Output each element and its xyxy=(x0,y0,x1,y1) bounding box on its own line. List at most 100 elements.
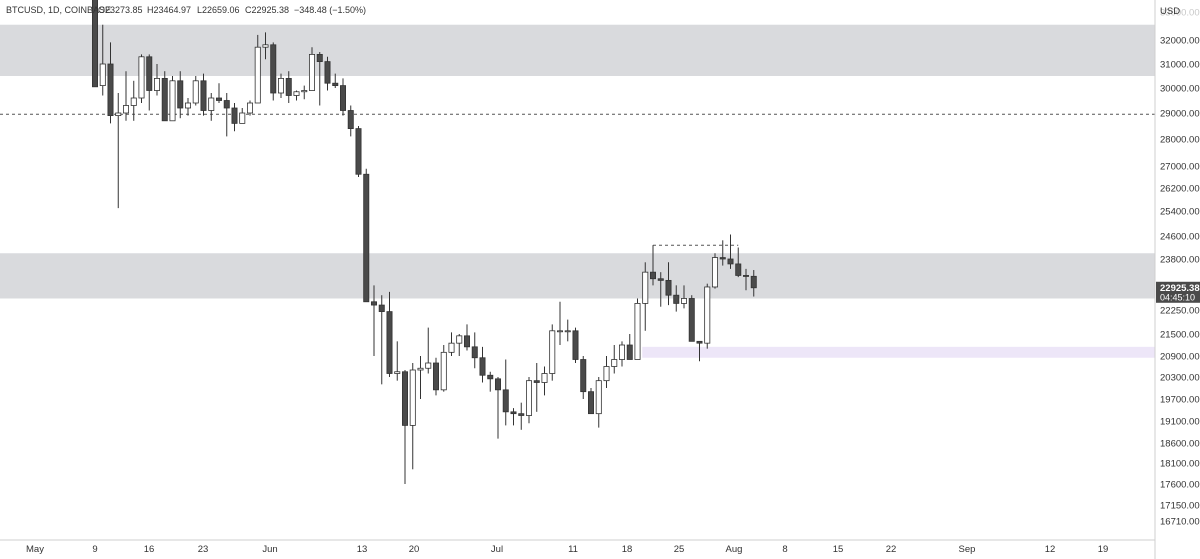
time-tick-label: 25 xyxy=(674,544,685,555)
candle xyxy=(138,54,145,103)
bar-countdown: 04:45:10 xyxy=(1160,292,1195,302)
candle-body xyxy=(401,371,408,426)
ohlc-close: C22925.38 xyxy=(245,5,289,15)
candle xyxy=(370,285,377,356)
candle xyxy=(355,126,362,177)
candle-body xyxy=(463,335,470,348)
candle xyxy=(510,408,517,426)
candle-body xyxy=(580,359,587,393)
candle xyxy=(580,356,587,399)
candle xyxy=(712,253,719,289)
ohlc-low: L22659.06 xyxy=(197,5,240,15)
candle-body xyxy=(277,78,284,94)
time-tick-label: 8 xyxy=(782,544,787,555)
time-tick-label: 11 xyxy=(568,544,578,555)
candle-body xyxy=(750,275,757,289)
time-axis[interactable]: May 9 16 23 Jun 13 20 Jul 11 18 25 Aug 8 15 22 Sep 12 19 xyxy=(26,544,1108,555)
candle xyxy=(254,34,261,104)
candle xyxy=(394,341,401,381)
price-tick-label-faint: 33000.00 xyxy=(1160,8,1200,19)
candle xyxy=(123,71,130,121)
candle-body xyxy=(688,298,695,342)
candle xyxy=(115,93,122,209)
candle-body xyxy=(696,340,703,344)
candle xyxy=(518,402,525,430)
candle xyxy=(246,100,253,116)
price-tick-label: 20300.00 xyxy=(1160,373,1200,384)
price-tick-label: 19100.00 xyxy=(1160,417,1200,428)
candle xyxy=(603,356,610,388)
candle-body xyxy=(735,263,742,276)
time-tick-label: 18 xyxy=(622,544,633,555)
candle-body xyxy=(611,359,618,367)
symbol-header: BTCUSD, 1D, COINBASE xyxy=(6,5,111,15)
candle-body xyxy=(254,46,261,104)
candle-body xyxy=(657,278,664,281)
candle xyxy=(386,291,393,377)
candle-body xyxy=(432,362,439,391)
candle-body xyxy=(208,97,215,111)
candle xyxy=(642,262,649,331)
candle-body xyxy=(138,56,145,99)
candle-body xyxy=(161,78,168,122)
symbol-legend[interactable]: BTCUSD, 1D, COINBASE O23273.85 H23464.97… xyxy=(6,5,366,15)
candle-body xyxy=(363,173,370,303)
ohlc-change: −348.48 (−1.50%) xyxy=(294,5,366,15)
candle xyxy=(588,388,595,415)
candle xyxy=(107,42,114,124)
candle xyxy=(743,268,750,291)
candle xyxy=(494,377,501,439)
candle-body xyxy=(223,100,230,109)
candle-body xyxy=(681,298,688,304)
candle-body xyxy=(448,342,455,353)
candle-body xyxy=(533,380,540,383)
candle-body xyxy=(169,80,176,122)
time-tick-label: May xyxy=(26,544,44,555)
candle xyxy=(456,334,463,356)
candle-body xyxy=(650,271,657,280)
price-tick-label: 17600.00 xyxy=(1160,480,1200,491)
candle-body xyxy=(564,330,571,333)
candle-body xyxy=(479,357,486,376)
candle xyxy=(270,42,277,101)
time-tick-label: 12 xyxy=(1045,544,1056,555)
time-tick-label: 9 xyxy=(92,544,97,555)
price-tick-label: 24600.00 xyxy=(1160,232,1200,243)
price-tick-label: 19700.00 xyxy=(1160,395,1200,406)
candle-body xyxy=(378,304,385,312)
candle-body xyxy=(712,257,719,288)
candle xyxy=(502,359,509,426)
candle-body xyxy=(394,371,401,374)
candle-body xyxy=(572,330,579,360)
candle xyxy=(208,93,215,121)
price-tick-label: 18600.00 xyxy=(1160,439,1200,450)
candle xyxy=(696,340,703,362)
candle-body xyxy=(425,362,432,369)
candle xyxy=(223,93,230,137)
candle-body xyxy=(510,411,517,415)
candle-body xyxy=(316,54,323,63)
candle xyxy=(293,90,300,101)
candle-body xyxy=(184,102,191,109)
candle xyxy=(463,324,470,351)
candle-body xyxy=(246,102,253,114)
candle-body xyxy=(526,380,533,416)
price-tick-label: 18100.00 xyxy=(1160,459,1200,470)
candle xyxy=(153,64,160,96)
price-tick-label: 27000.00 xyxy=(1160,162,1200,173)
candle-body xyxy=(665,279,672,296)
candle xyxy=(215,83,222,103)
candle-body xyxy=(215,97,222,101)
last-price-value: 22925.38 xyxy=(1160,283,1200,294)
candle xyxy=(200,73,207,116)
candle-body xyxy=(719,257,726,260)
candle xyxy=(471,332,478,369)
price-axis[interactable]: 32000.00 31000.00 30000.00 29000.00 28000.00… xyxy=(1160,8,1200,528)
candle-body xyxy=(704,286,711,344)
candle-body xyxy=(347,110,354,130)
candle xyxy=(673,285,680,312)
price-tick-label: 29000.00 xyxy=(1160,109,1200,120)
candle xyxy=(339,78,346,116)
candle-body xyxy=(231,107,238,124)
